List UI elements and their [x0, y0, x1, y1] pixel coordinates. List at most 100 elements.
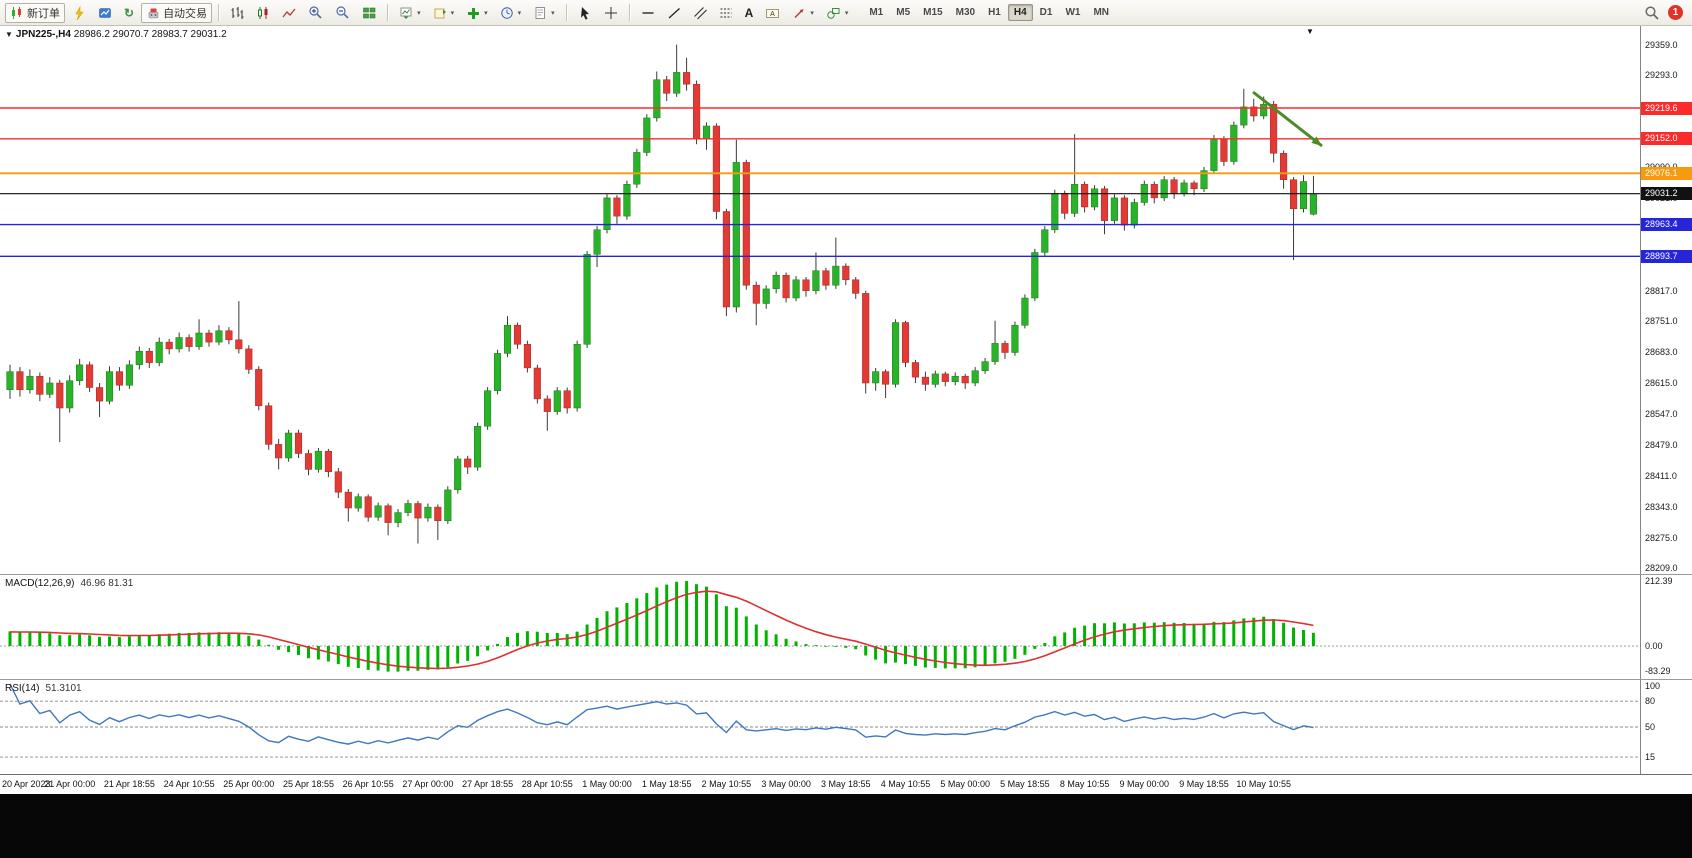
price-axis-label: 28817.0 [1645, 286, 1678, 297]
macd-histogram-bar [167, 633, 171, 646]
candle-down [265, 405, 273, 445]
macd-histogram-bar [18, 632, 22, 646]
candle-down [1250, 106, 1258, 117]
timeframe-w1[interactable]: W1 [1065, 7, 1081, 18]
lightning-button[interactable] [67, 3, 91, 23]
auto-trading-button[interactable]: 自动交易 [141, 2, 213, 23]
data-window-button[interactable] [93, 3, 117, 23]
timeframe-h1[interactable]: H1 [988, 7, 1001, 18]
trend-arrow[interactable] [1252, 90, 1323, 148]
macd-values: 46.96 81.31 [80, 578, 134, 589]
price-axis: 29359.029293.029225.029157.029090.029021… [1640, 26, 1692, 574]
macd-histogram-bar [1242, 618, 1246, 646]
line-chart-mode-button[interactable] [277, 3, 301, 23]
candle-down [384, 505, 392, 523]
candle-down [941, 373, 949, 382]
candle-down [961, 375, 969, 384]
shapes-button[interactable]: ▾ [821, 3, 854, 23]
candle-down [16, 371, 24, 391]
notification-badge[interactable]: 1 [1668, 5, 1683, 20]
time-axis[interactable]: 20 Apr 2023 21 Apr 00:00 21 Apr 18:55 24 Ap… [0, 774, 1692, 794]
timeframe-mn[interactable]: MN [1093, 7, 1110, 18]
candle-down [1120, 197, 1128, 226]
candle-down [1061, 193, 1069, 214]
cursor-tool-button[interactable] [573, 3, 597, 23]
candlestick-mode-button[interactable] [251, 3, 275, 23]
candle-down [225, 330, 233, 341]
macd-histogram-bar [714, 594, 718, 646]
main-chart-canvas[interactable] [0, 26, 1640, 574]
chart-shift-marker[interactable]: ▼ [1306, 27, 1314, 36]
trendline-tool-button[interactable] [662, 3, 686, 23]
price-axis-label: 29359.0 [1645, 39, 1678, 50]
template-document-icon [535, 6, 546, 19]
timeframe-d1[interactable]: D1 [1039, 7, 1053, 18]
horizontal-line-tool-button[interactable] [636, 3, 660, 23]
auto-trading-label: 自动交易 [163, 7, 208, 20]
templates-button[interactable]: ▾ [528, 3, 560, 23]
zoom-out-button[interactable] [330, 3, 355, 23]
time-axis-label: 9 May 18:55 [1179, 779, 1229, 789]
candle-up [583, 254, 591, 345]
new-order-button[interactable]: 新订单 [5, 2, 65, 23]
candle-up [812, 270, 820, 291]
price-axis-label: 28547.0 [1645, 408, 1678, 419]
new-chart-button[interactable]: ▾ [394, 3, 426, 23]
macd-histogram-bar [824, 646, 828, 647]
macd-histogram-bar [953, 646, 957, 669]
candle-up [195, 332, 203, 347]
tile-windows-button[interactable] [357, 3, 381, 23]
crosshair-tool-button[interactable] [599, 3, 623, 23]
symbol-dropdown-icon[interactable]: ▼ [5, 30, 13, 39]
macd-histogram-bar [496, 643, 499, 646]
fibonacci-tool-button[interactable] [714, 3, 738, 23]
timeframe-m1[interactable]: M1 [869, 7, 884, 18]
refresh-button[interactable]: ↻ [119, 3, 139, 23]
timeframe-m15[interactable]: M15 [923, 7, 943, 18]
candle-up [503, 324, 512, 354]
rsi-panel: RSI(14) 51.3101 100 80 50 15 [0, 679, 1692, 774]
macd-histogram-bar [535, 631, 539, 646]
zoom-in-button[interactable] [303, 3, 328, 23]
macd-canvas[interactable] [0, 575, 1640, 679]
candle-down [921, 376, 929, 385]
candle-up [1309, 193, 1317, 215]
search-icon[interactable] [1644, 5, 1660, 21]
bar-chart-mode-button[interactable] [225, 3, 249, 23]
macd-histogram-bar [834, 646, 838, 647]
arrow-objects-button[interactable]: ▾ [787, 3, 819, 23]
periods-button[interactable]: ▾ [495, 3, 527, 23]
candle-down [722, 211, 730, 308]
timeframe-m30[interactable]: M30 [955, 7, 976, 18]
channel-tool-button[interactable] [688, 3, 712, 23]
timeframe-h4[interactable]: H4 [1007, 4, 1033, 21]
candle-up [832, 265, 840, 286]
candle-up [653, 79, 661, 119]
rsi-canvas[interactable] [0, 680, 1640, 774]
candle-down [752, 284, 760, 304]
candle-up [1240, 106, 1248, 126]
arrow-object-icon [794, 8, 804, 18]
text-tool-button[interactable]: A [740, 3, 759, 23]
candle-down [742, 162, 750, 286]
price-axis-label: 29293.0 [1645, 69, 1678, 80]
candle-up [892, 322, 900, 385]
time-axis-label: 5 May 18:55 [1000, 779, 1050, 789]
candle-up [603, 197, 611, 230]
macd-histogram-bar [277, 646, 281, 650]
indicators-button[interactable]: ▾ [461, 3, 493, 23]
timeframe-m5[interactable]: M5 [896, 7, 911, 18]
candle-down [1100, 188, 1109, 221]
macd-axis-label: -83.29 [1645, 666, 1671, 677]
macd-histogram-bar [257, 639, 261, 646]
candle-up [702, 125, 711, 139]
candle-down [1001, 343, 1009, 353]
macd-histogram-bar [48, 633, 52, 646]
macd-histogram-bar [1222, 622, 1226, 646]
profiles-button[interactable]: ▾ [428, 3, 460, 23]
macd-histogram-bar [655, 587, 659, 646]
crosshair-icon [604, 6, 617, 19]
candle-down [802, 279, 810, 291]
candle-down [1270, 103, 1278, 154]
text-label-tool-button[interactable]: A [760, 3, 785, 23]
